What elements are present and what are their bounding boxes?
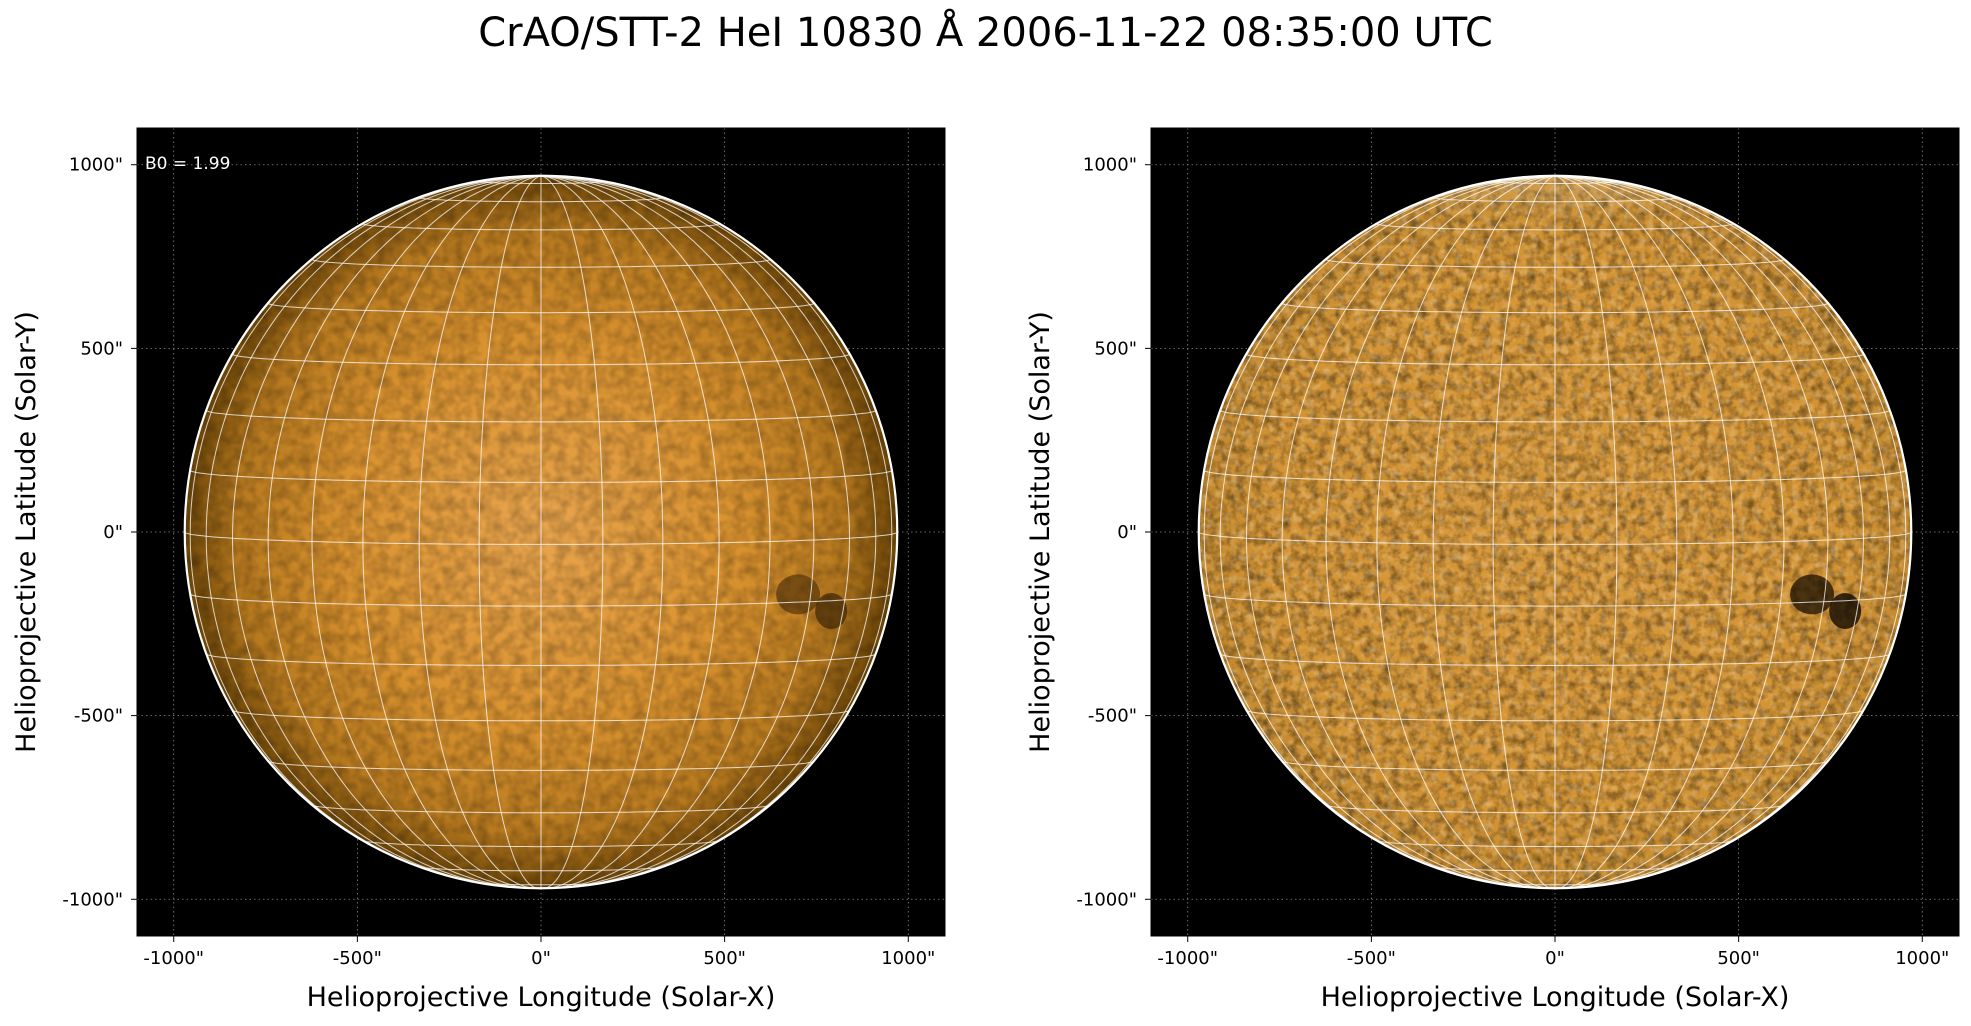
parallel-line	[1246, 353, 1864, 366]
y-tick-label: 1000"	[1083, 155, 1137, 176]
y-tick-label: -500"	[74, 706, 123, 727]
meridian-line	[1376, 175, 1556, 889]
meridian-line	[205, 175, 542, 888]
parallel-line	[1376, 840, 1734, 848]
x-tick-label: 0"	[531, 948, 551, 969]
y-axis-ticks: 1000" 500" 0" -500" -1000"	[1076, 155, 1151, 910]
meridian-line	[540, 175, 604, 889]
x-tick-label: 500"	[1717, 948, 1760, 969]
x-axis-label: Helioprojective Longitude (Solar-X)	[1321, 982, 1790, 1013]
x-tick-label: -1000"	[143, 948, 204, 969]
x-tick-label: 500"	[703, 948, 746, 969]
meridian-line	[478, 175, 542, 889]
y-tick-label: 1000"	[69, 155, 123, 176]
parallel-line	[205, 409, 877, 423]
meridian-line	[1554, 175, 1678, 889]
y-tick-label: 500"	[80, 338, 123, 359]
parallel-line	[232, 709, 850, 722]
parallel-line	[1246, 709, 1864, 722]
meridian-line	[540, 175, 664, 889]
y-tick-label: 0"	[103, 522, 123, 543]
y-tick-label: 0"	[1117, 522, 1137, 543]
y-axis-label: Helioprojective Latitude (Solar-Y)	[1025, 311, 1056, 753]
meridian-line	[1432, 175, 1556, 889]
meridian-line	[1219, 175, 1556, 888]
x-tick-label: -500"	[333, 948, 382, 969]
meridian-line	[311, 175, 542, 889]
parallel-line	[311, 259, 771, 268]
meridian-line	[1492, 175, 1556, 889]
parallel-line	[1325, 259, 1785, 268]
parallel-line	[189, 593, 893, 607]
parallel-line	[232, 353, 850, 366]
parallel-line	[1282, 760, 1828, 771]
parallel-line	[268, 760, 814, 771]
meridian-line	[1245, 175, 1556, 889]
parallel-line	[1492, 180, 1618, 184]
y-tick-label: -500"	[1088, 706, 1137, 727]
meridian-line	[1554, 175, 1785, 889]
parallel-line	[205, 653, 877, 667]
parallel-line	[267, 302, 815, 314]
y-tick-label: -1000"	[1076, 889, 1137, 910]
x-tick-label: 1000"	[881, 948, 935, 969]
parallel-line	[1376, 223, 1734, 231]
parallel-line	[362, 840, 720, 848]
solar-limb	[1197, 174, 1913, 890]
meridian-line	[540, 175, 851, 889]
parallel-line	[311, 804, 771, 814]
meridian-line	[1281, 175, 1556, 889]
parallel-line	[1433, 866, 1677, 872]
meridian-line	[540, 175, 815, 889]
x-axis-ticks: -1000" -500" 0" 500" 1000"	[1157, 936, 1949, 969]
parallel-line	[418, 197, 664, 203]
meridian-line	[362, 175, 542, 889]
y-tick-label: 500"	[1094, 338, 1137, 359]
meridian-line	[540, 175, 771, 889]
meridian-line	[540, 175, 720, 889]
meridian-line	[231, 175, 542, 889]
figure-title: CrAO/STT-2 HeI 10830 Å 2006-11-22 08:35:…	[478, 10, 1493, 56]
x-tick-label: 0"	[1545, 948, 1565, 969]
meridian-line	[1554, 175, 1618, 889]
dark-active-region	[815, 592, 848, 629]
dark-active-region	[1829, 592, 1862, 629]
parallel-line	[362, 223, 720, 231]
x-axis-ticks: -1000" -500" 0" 500" 1000"	[143, 936, 935, 969]
y-axis-ticks: 1000" 500" 0" -500" -1000"	[62, 155, 137, 910]
dark-active-region	[1790, 574, 1835, 615]
parallel-line	[1203, 593, 1907, 607]
parallel-line	[1203, 469, 1907, 483]
meridian-line	[1554, 175, 1891, 888]
parallel-line	[1198, 531, 1912, 545]
meridian-line	[1325, 175, 1556, 889]
solar-limb	[183, 174, 899, 890]
parallel-line	[189, 469, 893, 483]
parallel-line	[1281, 302, 1829, 314]
parallel-line	[1325, 804, 1785, 814]
meridian-line	[1554, 175, 1829, 889]
parallel-line	[184, 531, 898, 545]
x-tick-label: 1000"	[1895, 948, 1949, 969]
x-tick-label: -500"	[1347, 948, 1396, 969]
b0-annotation: B0 = 1.99	[145, 154, 230, 174]
parallel-line	[1432, 197, 1678, 203]
heliographic-grid	[184, 175, 898, 889]
meridian-line	[418, 175, 542, 889]
meridian-line	[540, 175, 877, 888]
y-tick-label: -1000"	[62, 889, 123, 910]
meridian-line	[267, 175, 542, 889]
parallel-line	[419, 866, 663, 872]
parallel-line	[1219, 653, 1891, 667]
meridian-line	[1554, 175, 1865, 889]
y-axis-label: Helioprojective Latitude (Solar-Y)	[11, 311, 42, 753]
parallel-line	[1219, 409, 1891, 423]
parallel-line	[478, 180, 604, 184]
x-axis-label: Helioprojective Longitude (Solar-X)	[307, 982, 776, 1013]
x-tick-label: -1000"	[1157, 948, 1218, 969]
meridian-line	[1554, 175, 1734, 889]
